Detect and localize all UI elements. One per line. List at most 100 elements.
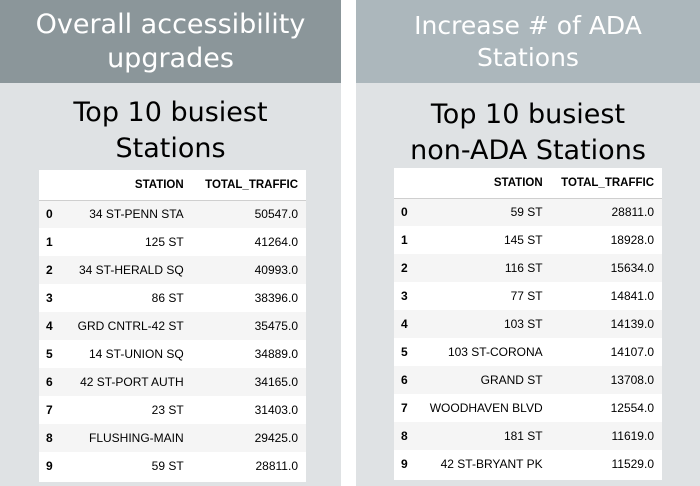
table-row: 8 181 ST 11619.0 xyxy=(394,422,662,450)
station-cell: 145 ST xyxy=(503,233,543,247)
traffic-cell: 41264.0 xyxy=(254,235,298,249)
station-cell: WOODHAVEN BLVD xyxy=(429,401,543,415)
row-index: 9 xyxy=(401,457,408,471)
table-row: 5 103 ST-CORONA 14107.0 xyxy=(394,338,662,366)
row-index: 4 xyxy=(394,310,418,338)
table-row: 6 42 ST-PORT AUTH 34165.0 xyxy=(39,368,306,396)
traffic-cell: 31403.0 xyxy=(254,403,298,417)
station-cell: 116 ST xyxy=(418,254,551,282)
left-table-body: 0 34 ST-PENN STA 50547.0 1 125 ST 41264.0 2 34 … xyxy=(39,200,306,480)
row-index: 7 xyxy=(46,403,53,417)
right-table-card: STATION TOTAL_TRAFFIC 0 59 ST 28811.0 1 145 … xyxy=(394,168,662,480)
column-header-total-traffic: TOTAL_TRAFFIC xyxy=(550,168,662,199)
station-cell: 14 ST-UNION SQ xyxy=(88,347,184,361)
traffic-cell: 29425.0 xyxy=(191,424,306,452)
left-subtitle: Top 10 busiest Stations xyxy=(73,97,268,164)
traffic-cell: 11619.0 xyxy=(550,422,662,450)
traffic-cell: 11529.0 xyxy=(611,457,655,471)
station-cell: 59 ST xyxy=(151,459,184,473)
traffic-cell: 14841.0 xyxy=(610,289,654,303)
traffic-cell: 15634.0 xyxy=(550,254,662,282)
station-cell: 103 ST xyxy=(418,310,551,338)
traffic-cell: 40993.0 xyxy=(191,256,306,284)
traffic-cell: 38396.0 xyxy=(254,291,298,305)
station-cell: 42 ST-BRYANT PK xyxy=(440,457,543,471)
row-index: 1 xyxy=(46,235,53,249)
traffic-cell: 14139.0 xyxy=(550,310,662,338)
column-header-station: STATION xyxy=(63,170,192,201)
table-row: 1 125 ST 41264.0 xyxy=(39,228,306,256)
table-row: 2 116 ST 15634.0 xyxy=(394,254,662,282)
row-index: 6 xyxy=(39,368,63,396)
column-header-station: STATION xyxy=(418,168,551,199)
left-traffic-table: STATION TOTAL_TRAFFIC 0 34 ST-PENN STA 505… xyxy=(39,170,306,480)
station-cell: 59 ST xyxy=(418,198,551,226)
station-cell: 181 ST xyxy=(418,422,551,450)
left-panel: Overall accessibility upgrades Top 10 bu… xyxy=(0,0,341,486)
table-row: 0 59 ST 28811.0 xyxy=(394,198,662,226)
station-cell: 34 ST-PENN STA xyxy=(63,200,192,228)
row-index: 3 xyxy=(401,289,408,303)
row-index: 5 xyxy=(401,345,408,359)
table-row: 7 23 ST 31403.0 xyxy=(39,396,306,424)
row-index: 6 xyxy=(394,366,418,394)
right-subtitle: Top 10 busiest non-ADA Stations xyxy=(410,99,646,166)
table-row: 4 GRD CNTRL-42 ST 35475.0 xyxy=(39,312,306,340)
station-cell: FLUSHING-MAIN xyxy=(63,424,192,452)
station-cell: 86 ST xyxy=(151,291,184,305)
row-index: 9 xyxy=(46,459,53,473)
table-row: 2 34 ST-HERALD SQ 40993.0 xyxy=(39,256,306,284)
table-row: 5 14 ST-UNION SQ 34889.0 xyxy=(39,340,306,368)
row-index: 0 xyxy=(39,200,63,228)
traffic-cell: 34165.0 xyxy=(191,368,306,396)
row-index: 4 xyxy=(39,312,63,340)
traffic-cell: 18928.0 xyxy=(610,233,654,247)
station-cell: GRAND ST xyxy=(418,366,551,394)
table-header-row: STATION TOTAL_TRAFFIC xyxy=(394,168,662,199)
left-table-card: STATION TOTAL_TRAFFIC 0 34 ST-PENN STA 505… xyxy=(39,170,306,482)
row-index: 8 xyxy=(39,424,63,452)
table-row: 9 59 ST 28811.0 xyxy=(39,452,306,480)
right-panel: Increase # of ADA Stations Top 10 busies… xyxy=(356,0,700,486)
traffic-cell: 14107.0 xyxy=(610,345,654,359)
table-row: 1 145 ST 18928.0 xyxy=(394,226,662,254)
table-row: 8 FLUSHING-MAIN 29425.0 xyxy=(39,424,306,452)
right-banner: Increase # of ADA Stations xyxy=(356,0,700,83)
column-header-index xyxy=(39,170,63,201)
row-index: 3 xyxy=(46,291,53,305)
table-row: 3 77 ST 14841.0 xyxy=(394,282,662,310)
row-index: 8 xyxy=(394,422,418,450)
table-row: 0 34 ST-PENN STA 50547.0 xyxy=(39,200,306,228)
table-row: 9 42 ST-BRYANT PK 11529.0 xyxy=(394,450,662,478)
traffic-cell: 50547.0 xyxy=(191,200,306,228)
traffic-cell: 34889.0 xyxy=(254,347,298,361)
station-cell: 125 ST xyxy=(144,235,184,249)
row-index: 2 xyxy=(39,256,63,284)
traffic-cell: 35475.0 xyxy=(191,312,306,340)
row-index: 5 xyxy=(46,347,53,361)
table-header-row: STATION TOTAL_TRAFFIC xyxy=(39,170,306,201)
station-cell: 77 ST xyxy=(510,289,543,303)
table-row: 7 WOODHAVEN BLVD 12554.0 xyxy=(394,394,662,422)
row-index: 0 xyxy=(394,198,418,226)
station-cell: 103 ST-CORONA xyxy=(447,345,543,359)
column-header-index xyxy=(394,168,418,199)
table-row: 4 103 ST 14139.0 xyxy=(394,310,662,338)
column-header-total-traffic: TOTAL_TRAFFIC xyxy=(191,170,306,201)
right-table-body: 0 59 ST 28811.0 1 145 ST 18928.0 2 116 ST 15634.… xyxy=(394,198,662,478)
row-index: 7 xyxy=(401,401,408,415)
station-cell: 42 ST-PORT AUTH xyxy=(63,368,192,396)
station-cell: GRD CNTRL-42 ST xyxy=(63,312,192,340)
traffic-cell: 28811.0 xyxy=(550,198,662,226)
row-index: 2 xyxy=(394,254,418,282)
station-cell: 34 ST-HERALD SQ xyxy=(63,256,192,284)
traffic-cell: 28811.0 xyxy=(255,459,299,473)
table-row: 3 86 ST 38396.0 xyxy=(39,284,306,312)
row-index: 1 xyxy=(401,233,408,247)
table-row: 6 GRAND ST 13708.0 xyxy=(394,366,662,394)
left-banner: Overall accessibility upgrades xyxy=(0,0,341,83)
right-traffic-table: STATION TOTAL_TRAFFIC 0 59 ST 28811.0 1 145 … xyxy=(394,168,662,478)
traffic-cell: 12554.0 xyxy=(610,401,654,415)
traffic-cell: 13708.0 xyxy=(550,366,662,394)
station-cell: 23 ST xyxy=(151,403,184,417)
